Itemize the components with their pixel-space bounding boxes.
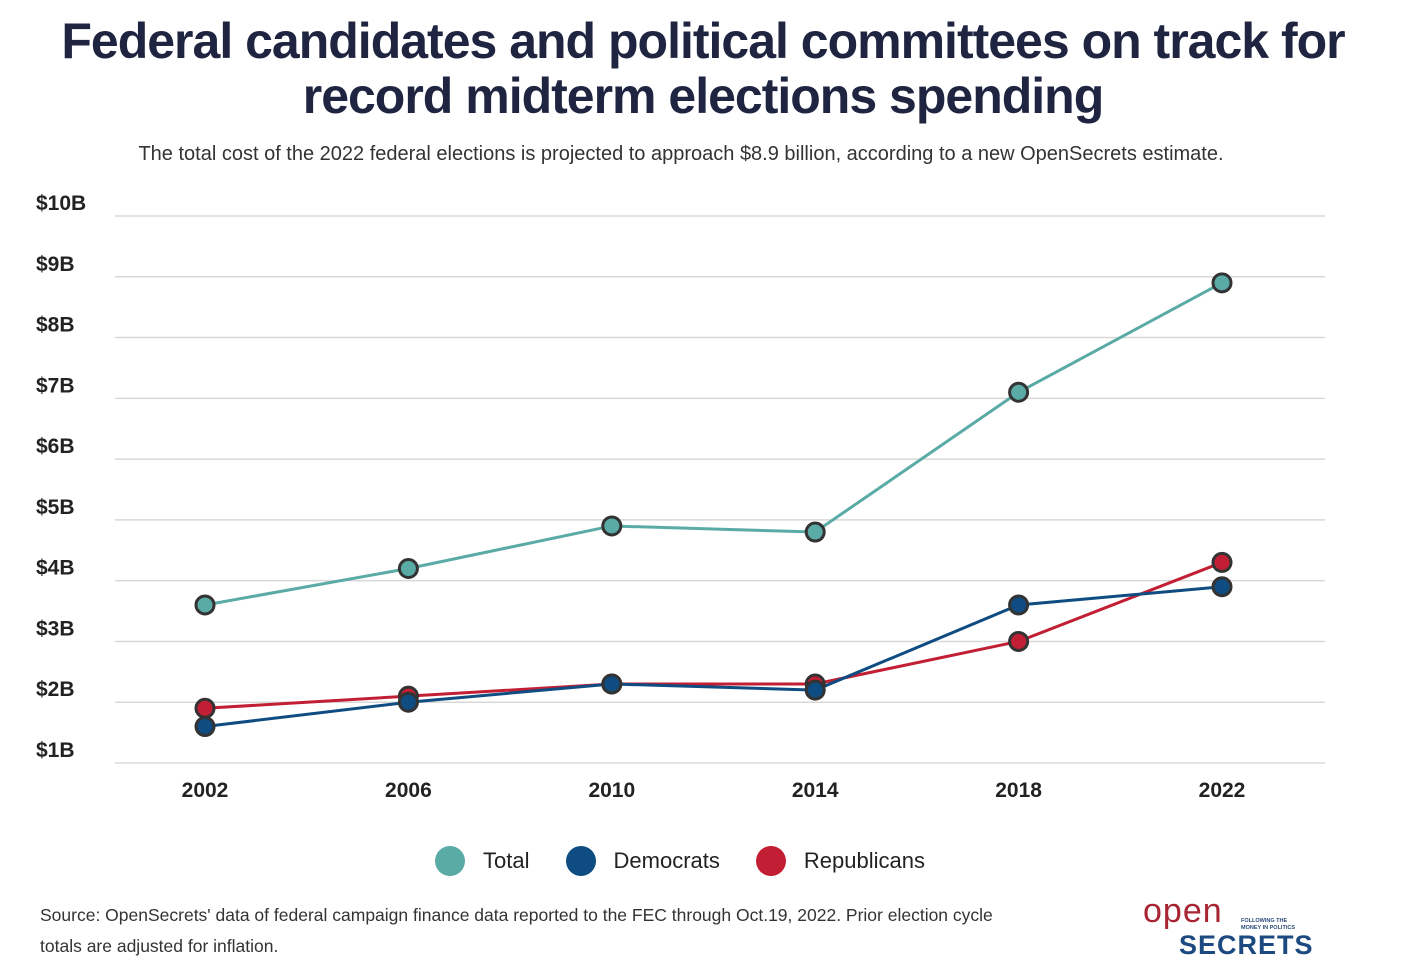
legend-label: Republicans [803, 848, 925, 873]
y-tick-label: $4B [36, 557, 75, 580]
legend-label: Total [483, 848, 530, 873]
opensecrets-logo: open FOLLOWING THE MONEY IN POLITICS SECR… [1143, 892, 1314, 960]
y-tick-label: $6B [36, 435, 75, 458]
x-tick-label: 2006 [385, 779, 432, 802]
source-note: Source: OpenSecrets' data of federal cam… [40, 905, 993, 956]
data-point-republicans [1008, 630, 1030, 652]
y-tick-label: $8B [36, 314, 75, 337]
legend-swatch [755, 846, 786, 876]
data-point-democrats [1008, 594, 1030, 616]
x-tick-label: 2002 [182, 779, 229, 802]
x-tick-label: 2014 [792, 779, 839, 802]
data-point-total [601, 515, 623, 537]
data-point-total [1211, 272, 1233, 294]
legend-label: Democrats [613, 848, 720, 873]
y-tick-label: $7B [36, 374, 75, 397]
y-tick-label: $1B [36, 739, 75, 762]
legend-item-republicans[interactable]: Republicans [755, 846, 925, 876]
data-point-total [804, 521, 826, 543]
data-point-republicans [1211, 551, 1233, 573]
series-line-democrats [204, 585, 1223, 729]
data-point-total [397, 558, 419, 580]
x-tick-label: 2010 [588, 779, 635, 802]
data-point-democrats [397, 691, 419, 713]
y-tick-label: $2B [36, 678, 75, 701]
y-tick-label: $5B [36, 496, 75, 519]
chart-title: Federal candidates and political committ… [61, 13, 1345, 124]
data-point-democrats [1211, 576, 1233, 598]
y-tick-label: $9B [36, 253, 75, 276]
line-chart: $1B $2B $3B $4B $5B $6B $7B $8B $9B $10B 2002 2006 2… [36, 192, 1325, 802]
chart-subtitle: The total cost of the 2022 federal elect… [138, 143, 1224, 165]
legend: Total Democrats Republicans [0, 846, 1360, 876]
legend-item-democrats[interactable]: Democrats [565, 846, 720, 876]
y-tick-label: $3B [36, 617, 75, 640]
x-tick-label: 2018 [995, 779, 1042, 802]
data-point-total [1008, 381, 1030, 403]
y-tick-label: $10B [36, 192, 86, 215]
legend-swatch [565, 846, 596, 876]
data-point-democrats [601, 673, 623, 695]
series-line-republicans [204, 561, 1223, 710]
legend-item-total[interactable]: Total [435, 846, 530, 876]
data-point-democrats [804, 679, 826, 701]
data-point-total [194, 594, 216, 616]
series-line-total [204, 281, 1223, 607]
x-tick-label: 2022 [1199, 779, 1246, 802]
legend-swatch [435, 846, 466, 876]
data-point-democrats [194, 716, 216, 738]
data-point-republicans [194, 697, 216, 719]
